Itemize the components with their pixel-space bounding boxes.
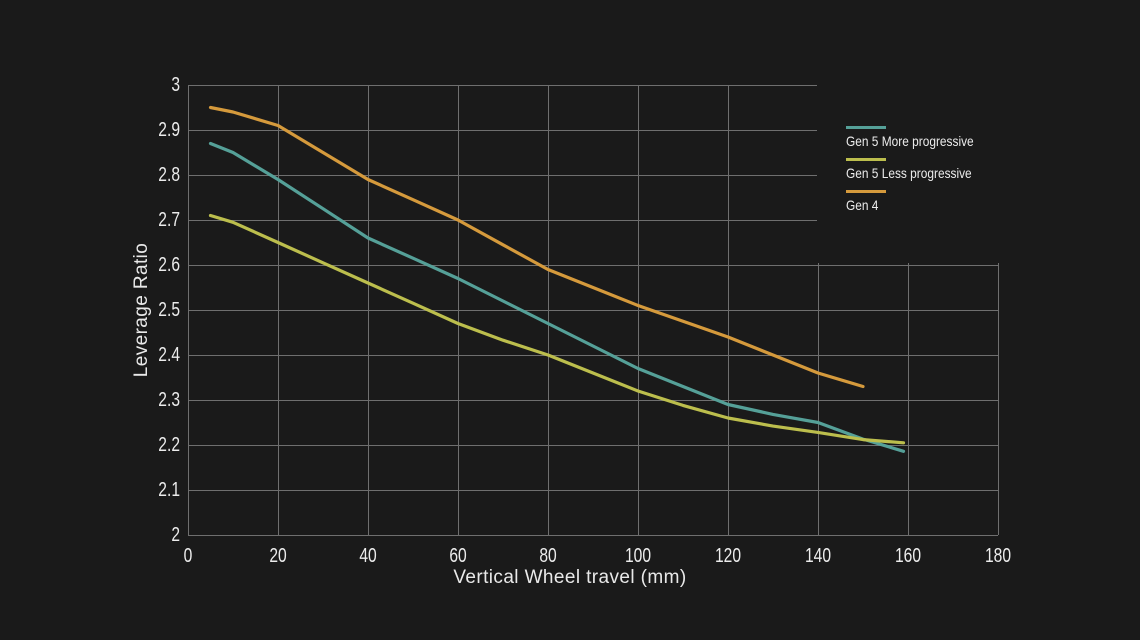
y-tick-label: 2.4 <box>158 344 180 366</box>
x-tick-label: 140 <box>804 545 832 567</box>
x-tick-label: 60 <box>449 545 467 567</box>
y-tick-label: 2.5 <box>158 299 180 321</box>
series-line-gen-4 <box>208 105 865 389</box>
x-tick-label: 20 <box>269 545 287 567</box>
x-tick-label: 80 <box>539 545 557 567</box>
legend-label: Gen 5 More progressive <box>846 133 974 149</box>
x-tick-label: 120 <box>714 545 742 567</box>
x-tick-label: 40 <box>359 545 377 567</box>
y-tick-label: 2.9 <box>158 119 180 141</box>
legend-item-gen-5-more-progressive: Gen 5 More progressive <box>846 126 996 149</box>
x-tick-label: 180 <box>984 545 1012 567</box>
legend-label: Gen 4 <box>846 197 879 213</box>
series-line-gen-5-less-progressive <box>208 213 906 445</box>
legend: Gen 5 More progressive Gen 5 Less progres… <box>846 126 996 213</box>
x-tick-label: 100 <box>624 545 652 567</box>
legend-swatch <box>846 158 886 161</box>
y-tick-label: 2.3 <box>158 389 180 411</box>
y-axis-title: Leverage Ratio <box>131 242 152 378</box>
legend-inset-cover <box>817 76 1004 263</box>
y-tick-label: 2.7 <box>158 209 180 231</box>
x-tick-label: 0 <box>183 545 193 567</box>
legend-swatch <box>846 190 886 193</box>
y-tick-label: 2.8 <box>158 164 180 186</box>
y-tick-label: 2.1 <box>158 479 180 501</box>
y-tick-label: 2 <box>171 524 180 546</box>
series-line-gen-5-more-progressive <box>208 141 906 453</box>
legend-item-gen-4: Gen 4 <box>846 190 996 213</box>
y-tick-label: 3 <box>171 74 180 96</box>
x-axis-title: Vertical Wheel travel (mm) <box>453 567 687 588</box>
y-tick-label: 2.2 <box>158 434 180 456</box>
grid-lines <box>188 85 999 536</box>
x-tick-label: 160 <box>894 545 922 567</box>
legend-label: Gen 5 Less progressive <box>846 165 972 181</box>
legend-item-gen-5-less-progressive: Gen 5 Less progressive <box>846 158 996 181</box>
y-tick-label: 2.6 <box>158 254 180 276</box>
legend-swatch <box>846 126 886 129</box>
